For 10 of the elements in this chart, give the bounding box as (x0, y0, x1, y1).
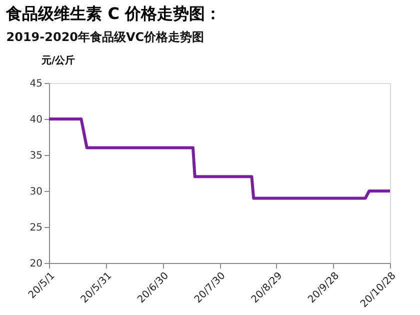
chart-title: 食品级维生素 C 价格走势图： (5, 4, 222, 23)
y-axis-title: 元/公斤 (40, 54, 76, 66)
y-tick-label: 40 (30, 114, 42, 126)
y-tick-label: 20 (30, 258, 42, 270)
y-tick-label: 25 (30, 222, 42, 234)
y-tick-label: 35 (30, 150, 42, 162)
y-tick-label: 45 (30, 78, 42, 90)
chart-subtitle: 2019-2020年食品级VC价格走势图 (6, 30, 204, 44)
y-tick-label: 30 (30, 186, 42, 198)
line-series (48, 118, 392, 200)
